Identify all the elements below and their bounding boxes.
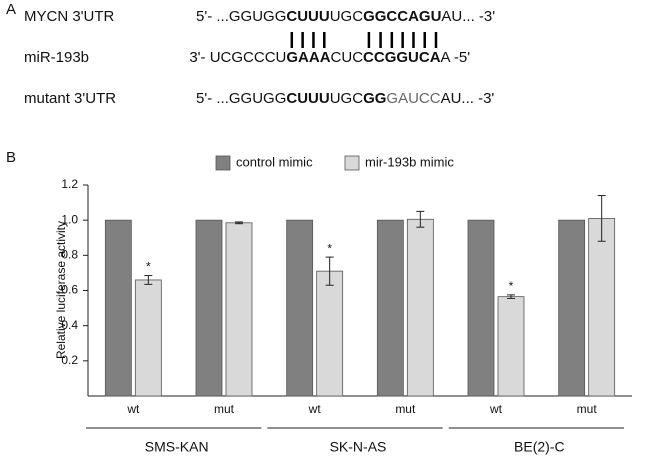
- x-tick-label: mut: [577, 402, 598, 416]
- sequence-segment: 5'- ...GGUGG: [196, 90, 286, 107]
- bar: [104, 219, 132, 397]
- bar: [376, 219, 404, 397]
- error-bar: [597, 195, 606, 242]
- panel-label: B: [6, 149, 16, 166]
- row-label: miR-193b: [24, 49, 89, 66]
- significance-mark: *: [327, 241, 332, 255]
- error-bar: [325, 256, 334, 286]
- legend-swatch: [215, 155, 231, 171]
- bar: [558, 219, 586, 397]
- bar: [195, 219, 223, 397]
- bar: [497, 296, 525, 397]
- sequence-segment: CUC: [331, 49, 364, 66]
- error-bar: [416, 210, 425, 228]
- legend-label: control mimic: [236, 154, 313, 169]
- sequence-segment: 3'- UCGCCCU: [189, 49, 286, 66]
- error-bar: [507, 294, 515, 299]
- row-label: MYCN 3'UTR: [24, 8, 115, 25]
- x-tick-label: mut: [395, 402, 416, 416]
- sequence-segment: CUUU: [286, 90, 329, 107]
- y-tick-label: 0.4: [61, 318, 78, 332]
- significance-mark: *: [509, 279, 514, 293]
- bar: [225, 222, 253, 397]
- y-axis-label: Relative luciferase activity: [54, 221, 68, 359]
- group-label: SMS-KAN: [145, 439, 209, 455]
- x-tick-label: wt: [489, 402, 503, 416]
- sequence-segment: 5'- ...GGUGG: [196, 8, 286, 25]
- group-label: SK-N-AS: [330, 439, 387, 455]
- row-label: mutant 3'UTR: [24, 90, 116, 107]
- bar: [588, 218, 616, 397]
- x-tick-label: mut: [214, 402, 235, 416]
- error-bar: [235, 221, 243, 225]
- significance-mark: *: [146, 260, 151, 274]
- bar: [286, 219, 314, 397]
- error-bar: [144, 275, 153, 285]
- sequence-segment: AU... -3': [441, 8, 495, 25]
- panel-label: A: [6, 1, 16, 18]
- sequence-segment: GAUCC: [386, 90, 440, 107]
- bar: [316, 270, 344, 397]
- y-tick-label: 1.0: [61, 212, 78, 226]
- y-tick-label: 0.6: [61, 283, 78, 297]
- sequence-segment: AU... -3': [441, 90, 495, 107]
- y-tick-label: 0.8: [61, 248, 78, 262]
- bar: [406, 218, 434, 397]
- bar: [467, 219, 495, 397]
- legend-swatch: [344, 155, 360, 171]
- sequence-segment: A -5': [441, 49, 471, 66]
- y-tick-label: 1.2: [61, 177, 78, 191]
- sequence-segment: UGC: [330, 8, 364, 25]
- sequence-segment: CUUU: [286, 8, 329, 25]
- sequence-segment: GGCCAGU: [363, 8, 441, 25]
- sequence-segment: GAAA: [286, 49, 330, 66]
- legend-label: mir-193b mimic: [365, 154, 454, 169]
- group-label: BE(2)-C: [514, 439, 565, 455]
- bar: [134, 279, 162, 397]
- sequence-segment: GG: [363, 90, 386, 107]
- x-tick-label: wt: [126, 402, 140, 416]
- x-tick-label: wt: [308, 402, 322, 416]
- sequence-segment: UGC: [330, 90, 364, 107]
- sequence-segment: CCGGUCA: [363, 49, 441, 66]
- y-tick-label: 0.2: [61, 353, 78, 367]
